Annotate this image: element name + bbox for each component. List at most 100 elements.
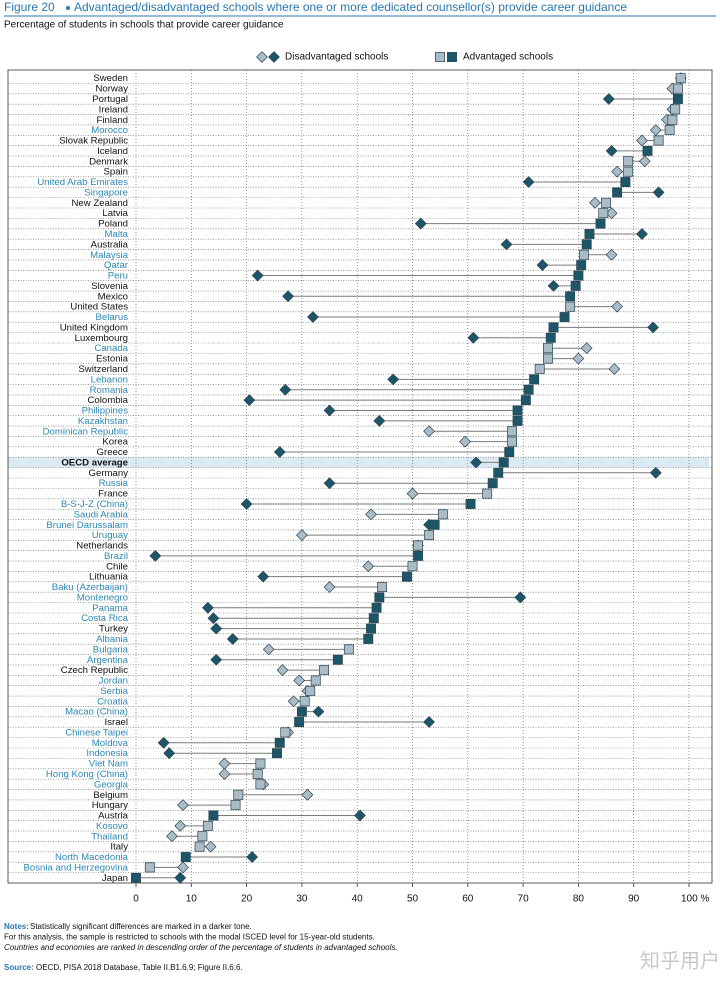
disadvantaged-marker bbox=[210, 653, 223, 666]
advantaged-marker bbox=[366, 623, 376, 634]
disadvantaged-marker bbox=[647, 321, 659, 334]
advantaged-marker bbox=[545, 332, 556, 343]
advantaged-marker bbox=[670, 104, 681, 115]
category-label: Costa Rica bbox=[81, 613, 129, 624]
category-label: Norway bbox=[95, 84, 128, 95]
disadvantaged-marker bbox=[177, 799, 189, 812]
advantaged-marker bbox=[512, 405, 523, 416]
advantaged-marker bbox=[667, 114, 678, 125]
advantaged-marker bbox=[581, 239, 592, 250]
disadvantaged-marker bbox=[226, 633, 239, 645]
category-label: Jordan bbox=[99, 676, 128, 687]
advantaged-marker bbox=[343, 644, 354, 655]
disadvantaged-marker bbox=[636, 134, 648, 147]
x-tick-label: 80 bbox=[573, 894, 585, 905]
legend-swatch-dark bbox=[447, 52, 457, 62]
x-tick-label: 20 bbox=[241, 894, 253, 905]
category-label: Thailand bbox=[91, 831, 128, 842]
advantaged-marker bbox=[559, 312, 570, 322]
advantaged-marker bbox=[543, 353, 553, 364]
category-label: Panama bbox=[92, 603, 128, 614]
advantaged-marker bbox=[407, 561, 418, 572]
category-label: Japan bbox=[102, 873, 128, 884]
legend-label: Disadvantaged schools bbox=[285, 52, 388, 63]
advantaged-marker bbox=[504, 447, 515, 457]
disadvantaged-marker bbox=[467, 331, 480, 344]
plot-frame bbox=[7, 69, 713, 884]
disadvantaged-marker bbox=[262, 643, 275, 656]
disadvantaged-marker bbox=[605, 248, 618, 261]
disadvantaged-marker bbox=[174, 819, 187, 832]
advantaged-marker bbox=[576, 260, 587, 271]
disadvantaged-marker bbox=[323, 404, 336, 417]
category-label: Denmark bbox=[89, 156, 128, 167]
disadvantaged-marker bbox=[602, 93, 615, 105]
advantaged-marker bbox=[573, 270, 584, 281]
advantaged-marker bbox=[255, 758, 266, 769]
disadvantaged-marker bbox=[251, 269, 264, 282]
advantaged-marker bbox=[274, 737, 285, 748]
category-label: Uruguay bbox=[92, 530, 128, 541]
advantaged-marker bbox=[233, 789, 244, 800]
category-label: Spain bbox=[103, 167, 128, 178]
advantaged-marker bbox=[493, 467, 504, 478]
disadvantaged-marker bbox=[177, 861, 189, 874]
source: OECD, PISA 2018 Database, Table II.B1.6.… bbox=[36, 963, 243, 972]
disadvantaged-marker bbox=[522, 176, 535, 188]
disadvantaged-marker bbox=[296, 529, 308, 542]
advantaged-marker bbox=[620, 177, 631, 187]
disadvantaged-marker bbox=[243, 394, 256, 407]
advantaged-marker bbox=[255, 779, 266, 790]
advantaged-marker bbox=[672, 94, 683, 104]
advantaged-marker bbox=[280, 727, 291, 738]
category-label: Romania bbox=[90, 385, 129, 396]
source-label: Source: bbox=[4, 963, 34, 972]
advantaged-marker bbox=[598, 208, 609, 219]
category-label: North Macedonia bbox=[55, 852, 129, 863]
advantaged-marker bbox=[272, 748, 282, 759]
advantaged-marker bbox=[437, 509, 448, 520]
disadvantaged-marker bbox=[500, 238, 513, 251]
advantaged-marker bbox=[413, 540, 423, 551]
advantaged-marker bbox=[332, 654, 343, 665]
advantaged-marker bbox=[305, 685, 316, 696]
advantaged-marker bbox=[584, 229, 595, 239]
advantaged-marker bbox=[664, 125, 675, 136]
category-label: Serbia bbox=[100, 686, 128, 697]
advantaged-marker bbox=[565, 301, 576, 312]
disadvantaged-marker bbox=[365, 508, 377, 521]
figure-label: Figure 20 bbox=[4, 0, 55, 14]
category-label: Philippines bbox=[82, 406, 129, 417]
advantaged-marker bbox=[202, 820, 213, 831]
advantaged-marker bbox=[180, 852, 191, 862]
disadvantaged-marker bbox=[649, 466, 662, 479]
disadvantaged-marker bbox=[423, 425, 435, 438]
disadvantaged-marker bbox=[572, 352, 585, 365]
advantaged-marker bbox=[623, 166, 634, 177]
disadvantaged-marker bbox=[301, 788, 314, 801]
disadvantaged-marker bbox=[638, 155, 651, 168]
category-label: Netherlands bbox=[76, 541, 128, 552]
category-label: Greece bbox=[97, 447, 128, 458]
advantaged-marker bbox=[374, 592, 385, 603]
disadvantaged-marker bbox=[414, 217, 427, 230]
disadvantaged-marker bbox=[362, 560, 375, 573]
category-label: Singapore bbox=[84, 187, 128, 198]
disadvantaged-marker bbox=[204, 840, 217, 853]
note: For this analysis, the sample is restric… bbox=[4, 933, 375, 942]
disadvantaged-marker bbox=[149, 549, 162, 562]
disadvantaged-marker bbox=[406, 487, 419, 500]
category-label: Lithuania bbox=[89, 572, 129, 583]
category-label: Australia bbox=[91, 239, 129, 250]
category-label: Slovak Republic bbox=[59, 136, 128, 147]
category-label: Belarus bbox=[95, 312, 128, 323]
category-label: Indonesia bbox=[86, 748, 128, 759]
category-label: Latvia bbox=[102, 208, 128, 219]
category-label: Czech Republic bbox=[61, 665, 128, 676]
disadvantaged-marker bbox=[312, 705, 325, 718]
advantaged-marker bbox=[498, 457, 509, 468]
category-label: New Zealand bbox=[71, 198, 128, 209]
category-label: Montenegro bbox=[77, 592, 128, 603]
disadvantaged-marker bbox=[201, 601, 214, 614]
category-label: Brunei Darussalam bbox=[46, 520, 128, 531]
